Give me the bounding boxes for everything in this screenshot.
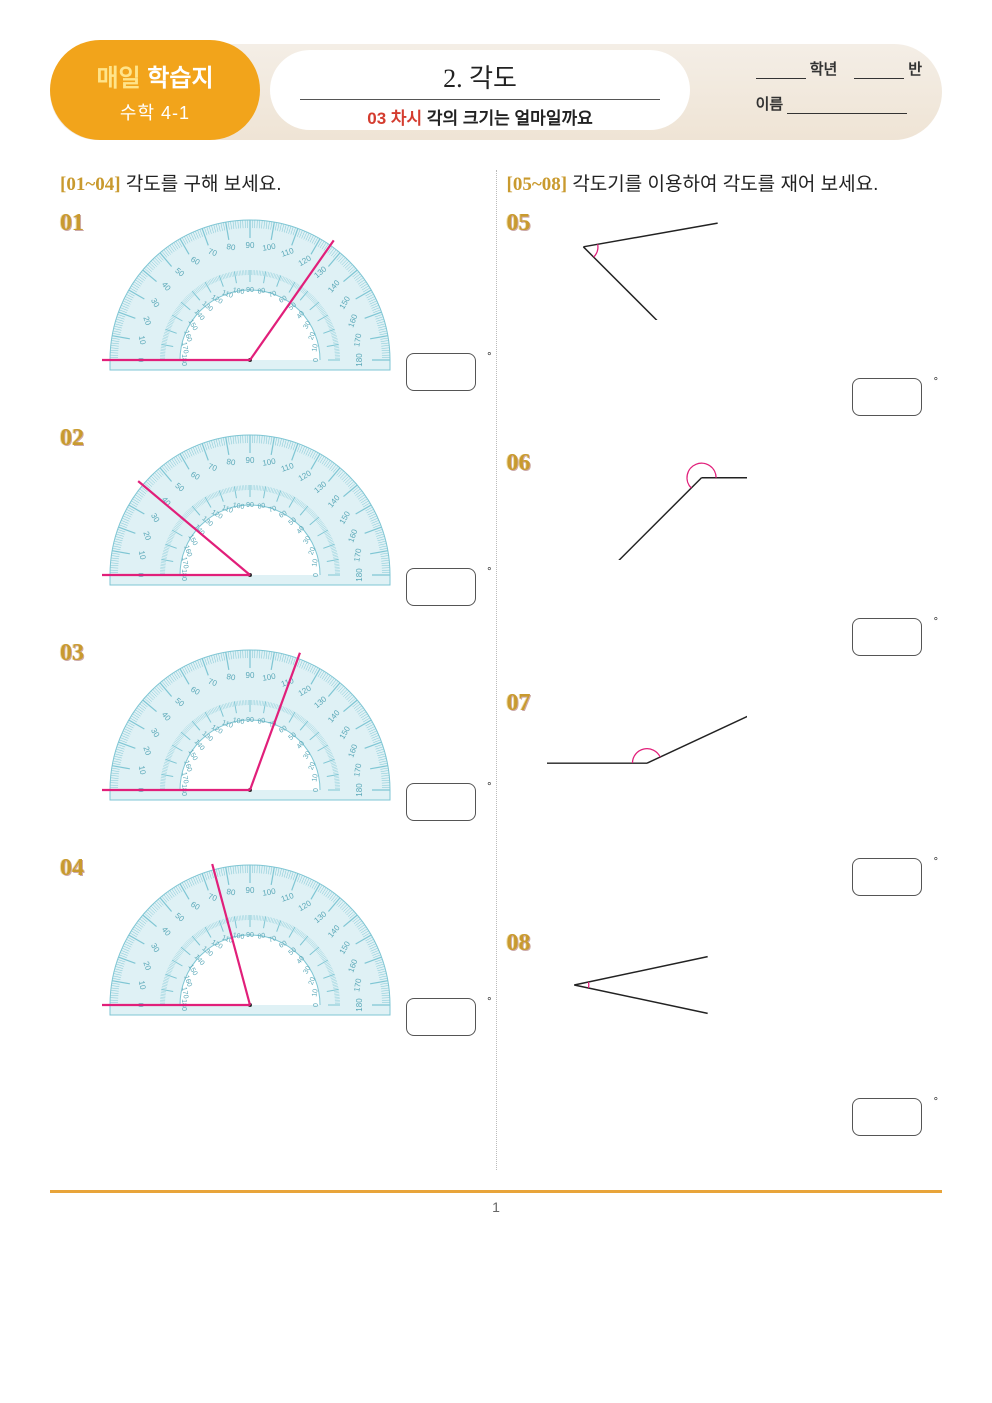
problem-number: 05	[507, 210, 547, 237]
svg-text:80: 80	[257, 288, 266, 296]
protractor-figure: 0180101702016030150401405013060120701108…	[100, 425, 400, 595]
angle-figure	[547, 210, 747, 320]
left-range: [01~04]	[60, 174, 121, 195]
left-column: [01~04] 각도를 구해 보세요. 01018010170201603015…	[50, 170, 497, 1170]
badge-title-a: 매일	[96, 65, 140, 92]
protractor-figure: 0180101702016030150401405013060120701108…	[100, 640, 400, 810]
svg-text:0: 0	[313, 573, 320, 577]
svg-text:10: 10	[311, 559, 319, 568]
problem: 05°	[507, 210, 933, 410]
grade-blank[interactable]	[756, 61, 806, 79]
problem-number: 03	[60, 640, 100, 667]
degree-symbol: °	[934, 856, 938, 868]
problem: 0401801017020160301504014050130601207011…	[60, 855, 486, 1030]
answer-box[interactable]	[852, 858, 922, 896]
svg-text:90: 90	[246, 932, 254, 939]
protractor-figure: 0180101702016030150401405013060120701108…	[100, 210, 400, 380]
unit-title: 2. 각도	[270, 58, 690, 95]
svg-text:80: 80	[257, 718, 266, 726]
answer-box[interactable]	[852, 618, 922, 656]
answer-box[interactable]	[406, 998, 476, 1036]
problem-number: 01	[60, 210, 100, 237]
problem: 08°	[507, 930, 933, 1130]
answer-box[interactable]	[852, 1098, 922, 1136]
svg-text:0: 0	[313, 1003, 320, 1007]
right-column: [05~08] 각도기를 이용하여 각도를 재어 보세요. 05°06°07°0…	[497, 170, 943, 1170]
page-number: 1	[50, 1199, 942, 1215]
svg-text:90: 90	[246, 502, 254, 509]
problem: 0301801017020160301504014050130601207011…	[60, 640, 486, 815]
degree-symbol: °	[487, 996, 491, 1008]
answer-box[interactable]	[406, 568, 476, 606]
problem: 07°	[507, 690, 933, 890]
right-range: [05~08]	[507, 174, 568, 195]
left-section-head: [01~04] 각도를 구해 보세요.	[60, 170, 486, 200]
svg-text:90: 90	[246, 287, 254, 294]
problem: 06°	[507, 450, 933, 650]
degree-symbol: °	[487, 781, 491, 793]
problem-number: 04	[60, 855, 100, 882]
problem-number: 08	[507, 930, 547, 957]
header-badge: 매일 학습지 수학 4-1	[50, 40, 260, 140]
degree-symbol: °	[934, 616, 938, 628]
svg-text:180: 180	[355, 568, 364, 582]
degree-symbol: °	[487, 566, 491, 578]
degree-symbol: °	[934, 1096, 938, 1108]
header-mid: 2. 각도 03 차시 각의 크기는 얼마일까요	[270, 50, 690, 130]
badge-title-b: 학습지	[141, 65, 214, 92]
problem-number: 06	[507, 450, 547, 477]
svg-text:90: 90	[246, 671, 255, 680]
lesson-title: 각의 크기는 얼마일까요	[422, 109, 593, 128]
svg-text:90: 90	[246, 456, 255, 465]
svg-text:0: 0	[313, 358, 320, 362]
footer-rule	[50, 1190, 942, 1193]
svg-text:10: 10	[311, 989, 319, 998]
svg-text:180: 180	[355, 353, 364, 367]
svg-text:90: 90	[246, 886, 255, 895]
svg-text:80: 80	[257, 933, 266, 941]
degree-symbol: °	[487, 351, 491, 363]
answer-box[interactable]	[406, 353, 476, 391]
protractor-figure: 0180101702016030150401405013060120701108…	[100, 855, 400, 1025]
name-label: 이름	[756, 96, 784, 113]
svg-text:10: 10	[311, 344, 319, 353]
problem-number: 07	[507, 690, 547, 717]
left-instruction: 각도를 구해 보세요.	[121, 174, 282, 195]
svg-text:0: 0	[313, 788, 320, 792]
header-divider	[300, 99, 660, 100]
svg-text:180: 180	[355, 783, 364, 797]
problem: 0101801017020160301504014050130601207011…	[60, 210, 486, 385]
svg-text:180: 180	[355, 998, 364, 1012]
angle-figure	[547, 450, 747, 560]
lesson-line: 03 차시 각의 크기는 얼마일까요	[270, 104, 690, 129]
class-label: 반	[908, 61, 922, 78]
name-blank[interactable]	[787, 96, 907, 114]
answer-box[interactable]	[852, 378, 922, 416]
svg-text:10: 10	[311, 774, 319, 783]
worksheet-header: 매일 학습지 수학 4-1 2. 각도 03 차시 각의 크기는 얼마일까요 학…	[50, 40, 942, 140]
svg-text:90: 90	[246, 241, 255, 250]
angle-figure	[547, 930, 747, 1040]
right-section-head: [05~08] 각도기를 이용하여 각도를 재어 보세요.	[507, 170, 933, 200]
svg-text:90: 90	[246, 717, 254, 724]
header-right: 학년 반 이름	[756, 58, 922, 114]
svg-text:80: 80	[257, 503, 266, 511]
degree-symbol: °	[934, 376, 938, 388]
class-blank[interactable]	[854, 61, 904, 79]
answer-box[interactable]	[406, 783, 476, 821]
problem: 0201801017020160301504014050130601207011…	[60, 425, 486, 600]
angle-figure	[547, 690, 747, 800]
problem-number: 02	[60, 425, 100, 452]
badge-subtitle: 수학 4-1	[50, 99, 260, 125]
grade-label: 학년	[810, 61, 838, 78]
lesson-prefix: 03 차시	[367, 109, 422, 128]
right-instruction: 각도기를 이용하여 각도를 재어 보세요.	[567, 174, 878, 195]
